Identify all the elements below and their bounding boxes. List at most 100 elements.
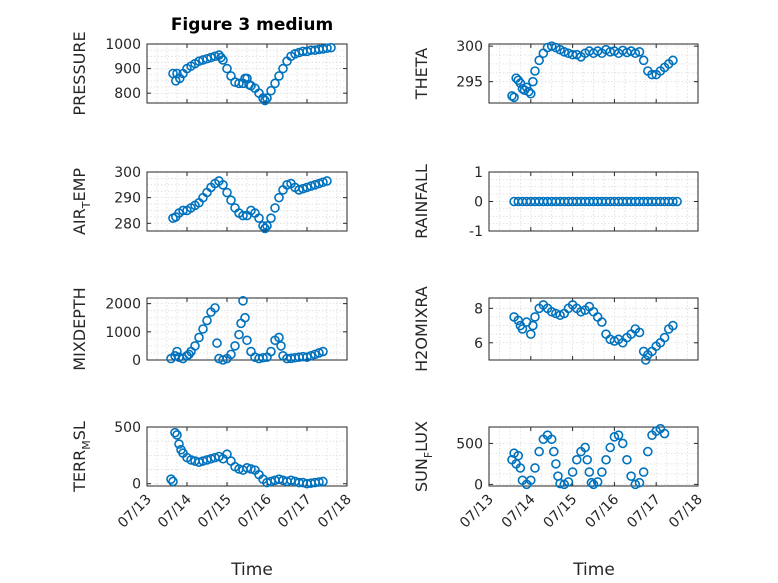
y-tick-label: 290	[114, 191, 141, 207]
y-tick-label: 500	[114, 420, 141, 436]
data-point	[234, 78, 244, 89]
data-point	[254, 213, 264, 223]
data-point	[216, 52, 226, 63]
y-axis-label-subscript: T	[80, 201, 93, 209]
data-point	[260, 95, 270, 106]
y-axis-label: H2OMIXRA	[412, 286, 431, 372]
data-point	[258, 221, 268, 231]
x-axis-label-left: Time	[230, 560, 273, 580]
data-point	[668, 320, 678, 331]
axes-box	[488, 43, 699, 104]
x-tick-label: 07/13	[115, 492, 155, 532]
y-tick-label: 6	[474, 336, 483, 352]
y-tick-label: 1000	[105, 325, 141, 341]
subplot-8: 0 500 07/13 07/14 07/15 07/16 07/17 07/18 SUNFLU…	[412, 421, 706, 531]
data-point	[643, 446, 653, 457]
data-point	[509, 92, 519, 103]
data-point	[266, 213, 276, 223]
data-point	[580, 442, 590, 453]
data-point	[230, 341, 240, 351]
y-axis-label-rest: LUX	[412, 421, 431, 452]
data-point	[274, 71, 284, 81]
data-point	[258, 352, 268, 363]
subplot-7: 0 500 07/13 07/14 07/15 07/16 07/17 07/18 TERRMS…	[70, 420, 355, 531]
data-point	[592, 477, 603, 487]
data-point	[240, 312, 250, 323]
data-point	[210, 303, 220, 313]
y-axis-label-main: AIR	[70, 208, 89, 235]
data-point	[515, 463, 526, 473]
data-point	[172, 68, 182, 79]
x-tick-label: 07/13	[457, 492, 497, 532]
data-point	[266, 346, 276, 357]
y-axis-label: TERRMSL	[70, 421, 93, 493]
data-point	[172, 430, 182, 440]
axes-box	[488, 297, 699, 361]
y-axis-label: PRESSURE	[70, 31, 89, 115]
data-point	[634, 477, 645, 488]
data-point	[218, 55, 228, 65]
data-point	[236, 318, 246, 329]
y-tick-label: 500	[456, 436, 483, 452]
data-point	[626, 471, 636, 481]
data-point	[546, 434, 557, 445]
data-point	[640, 355, 651, 365]
data-point	[584, 467, 595, 477]
data-point	[638, 467, 649, 477]
data-point	[582, 454, 593, 465]
data-point	[222, 449, 232, 460]
axes-box	[146, 426, 348, 487]
data-point	[609, 432, 620, 442]
data-point	[634, 47, 645, 57]
subplot-1: 800 900 1000 PRESSURE	[70, 31, 348, 116]
data-point	[617, 438, 628, 449]
y-tick-label: 0	[474, 477, 483, 493]
data-point	[246, 464, 256, 474]
data-point	[605, 442, 616, 453]
data-point	[548, 446, 559, 457]
x-tick-label: 07/18	[315, 492, 355, 532]
data-point	[274, 332, 284, 343]
data-point	[222, 187, 232, 198]
data-point	[234, 329, 244, 340]
data-point	[638, 55, 649, 66]
axes-box	[146, 171, 348, 232]
x-tick-label: 07/15	[195, 492, 235, 532]
data-point	[530, 463, 540, 473]
data-point	[634, 327, 645, 338]
y-tick-label: 295	[456, 75, 483, 91]
data-point	[190, 341, 200, 351]
subplot-2: 295 300 THETA	[412, 39, 699, 104]
y-axis-label: THETA	[412, 48, 431, 100]
figure-title: Figure 3 medium	[171, 15, 333, 35]
data-point	[318, 476, 328, 487]
data-point	[318, 177, 328, 188]
data-point	[630, 48, 641, 59]
data-point	[567, 49, 578, 60]
y-axis-label-main: SUN	[412, 458, 431, 492]
data-point	[242, 73, 252, 84]
x-tick-label: 07/17	[624, 492, 664, 532]
x-tick-label: 07/18	[666, 492, 706, 532]
y-axis-label-subscript: F	[422, 452, 435, 458]
data-point	[198, 324, 208, 334]
data-point	[262, 93, 272, 103]
data-point	[551, 459, 561, 469]
y-tick-label: 1000	[105, 37, 141, 53]
data-point	[525, 88, 536, 99]
data-point	[530, 312, 540, 322]
data-point	[168, 476, 178, 487]
data-point	[647, 69, 657, 80]
y-tick-label: 0	[474, 195, 483, 211]
data-point	[659, 428, 670, 439]
data-point	[538, 48, 549, 59]
data-point	[530, 66, 540, 76]
data-point	[668, 55, 678, 66]
data-point	[567, 467, 578, 477]
x-tick-label: 07/16	[235, 491, 275, 531]
data-point	[270, 78, 280, 89]
data-point	[226, 349, 236, 360]
data-point	[534, 446, 544, 457]
